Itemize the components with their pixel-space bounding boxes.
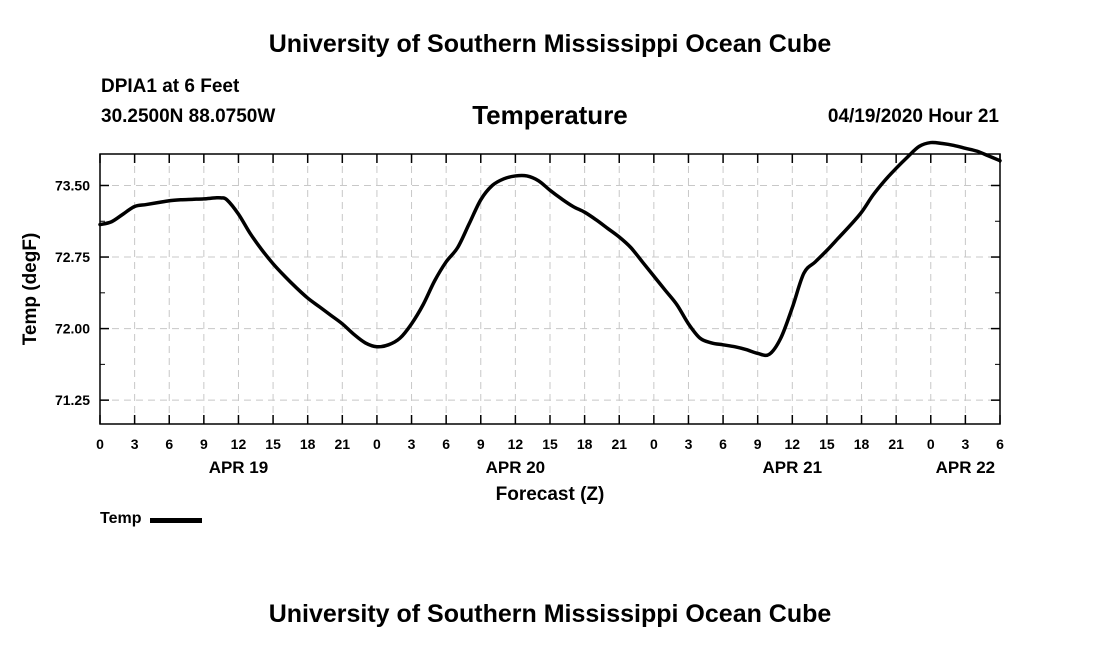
station-coordinates: 30.2500N 88.0750W — [101, 106, 276, 127]
forecast-datetime: 04/19/2020 Hour 21 — [827, 106, 999, 127]
date-labels: APR 19 APR 20 APR 21 APR 22 — [209, 458, 995, 477]
x-tick-label: 0 — [96, 436, 104, 452]
x-tick-label: 9 — [754, 436, 762, 452]
date-label: APR 22 — [936, 458, 996, 477]
x-tick-label: 6 — [442, 436, 450, 452]
chart-title: Temperature — [472, 100, 628, 130]
x-tick-label: 12 — [231, 436, 247, 452]
date-label: APR 20 — [486, 458, 546, 477]
station-name: DPIA1 at 6 Feet — [101, 76, 240, 97]
x-tick-label: 9 — [200, 436, 208, 452]
x-tick-label: 21 — [611, 436, 627, 452]
x-tick-label: 15 — [265, 436, 281, 452]
x-tick-label: 6 — [165, 436, 173, 452]
footer-title: University of Southern Mississippi Ocean… — [268, 600, 832, 628]
series-layer — [98, 140, 1002, 358]
x-tick-label: 15 — [542, 436, 558, 452]
x-tick-label: 9 — [477, 436, 485, 452]
date-label: APR 19 — [209, 458, 269, 477]
x-tick-label: 18 — [300, 436, 316, 452]
series-line-temp — [98, 140, 1002, 358]
y-tick-label: 72.00 — [55, 321, 90, 337]
x-tick-label: 0 — [373, 436, 381, 452]
x-tick-label: 18 — [854, 436, 870, 452]
date-label: APR 21 — [763, 458, 823, 477]
x-tick-label: 21 — [335, 436, 351, 452]
x-tick-label: 3 — [961, 436, 969, 452]
y-axis-label: Temp (degF) — [20, 233, 41, 346]
x-tick-label: 3 — [408, 436, 416, 452]
x-tick-label: 6 — [996, 436, 1004, 452]
x-tick-label: 3 — [685, 436, 693, 452]
legend: Temp — [100, 510, 203, 528]
header-title: University of Southern Mississippi Ocean… — [268, 30, 832, 58]
legend-label: Temp — [100, 510, 142, 527]
x-tick-label: 12 — [785, 436, 801, 452]
x-tick-label: 12 — [508, 436, 524, 452]
y-tick-label: 71.25 — [55, 392, 90, 408]
grid-lines — [100, 154, 1000, 424]
x-tick-label: 0 — [650, 436, 658, 452]
y-tick-label: 72.75 — [55, 249, 90, 265]
x-tick-label: 18 — [577, 436, 593, 452]
y-tick-label: 73.50 — [55, 177, 90, 193]
x-tick-label: 6 — [719, 436, 727, 452]
x-tick-label: 0 — [927, 436, 935, 452]
x-tick-label: 3 — [131, 436, 139, 452]
axis-ticks — [99, 154, 1001, 424]
y-tick-labels: 71.25 72.00 72.75 73.50 — [55, 177, 90, 408]
x-tick-label: 15 — [819, 436, 835, 452]
x-axis-label: Forecast (Z) — [496, 484, 605, 505]
x-tick-labels: 0 3 6 9 12 15 18 21 0 3 6 9 12 15 18 21 0 3 6 9 12 15 18 21 0 3 6 — [96, 436, 1004, 452]
legend-swatch — [150, 517, 203, 523]
x-tick-label: 21 — [888, 436, 904, 452]
